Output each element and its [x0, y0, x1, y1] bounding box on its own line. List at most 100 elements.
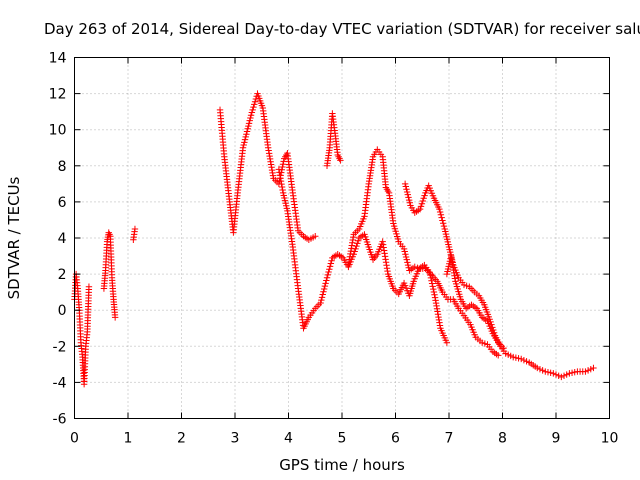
data-point — [337, 157, 344, 164]
y-tick-label: -2 — [53, 339, 67, 355]
data-point — [328, 257, 335, 264]
x-tick-label: 8 — [498, 431, 507, 447]
data-point — [241, 136, 249, 143]
data-point — [420, 195, 427, 202]
data-point — [402, 183, 409, 190]
data-point — [404, 191, 412, 198]
data-point — [312, 232, 319, 240]
data-point — [251, 98, 259, 105]
data-point — [436, 208, 444, 216]
data-point — [320, 285, 328, 293]
data-point — [510, 353, 517, 361]
y-tick-label: 10 — [49, 123, 67, 139]
data-point — [276, 172, 284, 179]
data-point — [587, 365, 594, 373]
x-tick-label: 5 — [338, 431, 347, 447]
data-point — [518, 355, 525, 363]
data-point — [405, 196, 413, 204]
data-point — [279, 160, 287, 168]
data-point — [318, 296, 325, 304]
data-point — [402, 251, 409, 258]
data-point — [279, 186, 286, 194]
data-point — [590, 364, 597, 372]
data-point — [276, 169, 283, 176]
data-point — [247, 112, 255, 119]
data-point — [321, 282, 329, 290]
data-point — [275, 166, 283, 173]
data-point — [421, 192, 428, 199]
x-tick-label: 7 — [445, 431, 454, 447]
x-tick-label: 10 — [601, 431, 619, 447]
data-point — [85, 283, 93, 290]
y-tick-label: 2 — [58, 267, 67, 283]
data-point — [279, 163, 286, 171]
data-point — [555, 372, 562, 379]
data-point — [404, 261, 412, 269]
data-point — [277, 177, 285, 185]
data-point — [512, 354, 520, 361]
data-point — [405, 194, 412, 201]
data-point — [566, 370, 573, 377]
data-point — [584, 367, 592, 374]
x-tick-label: 0 — [70, 431, 79, 447]
data-point — [403, 186, 410, 193]
data-point — [241, 139, 248, 146]
data-point — [563, 371, 570, 378]
data-point — [277, 175, 284, 182]
data-point — [439, 220, 447, 227]
data-point — [428, 280, 436, 287]
data-point — [318, 294, 326, 301]
data-point — [560, 372, 568, 379]
data-point — [355, 237, 362, 244]
data-point — [239, 144, 247, 151]
data-point — [324, 271, 331, 279]
data-point — [542, 368, 549, 375]
data-point — [411, 263, 418, 271]
data-point — [247, 114, 254, 122]
data-point — [240, 141, 247, 149]
data-point — [568, 369, 576, 376]
data-point — [436, 205, 443, 213]
data-point — [278, 183, 286, 191]
data-point — [402, 253, 410, 261]
data-point — [250, 103, 257, 111]
y-tick-label: 4 — [58, 231, 67, 247]
data-point — [440, 222, 448, 230]
data-point — [478, 339, 486, 346]
data-point — [245, 122, 252, 130]
data-point — [401, 180, 409, 188]
data-point — [244, 125, 251, 132]
data-point — [320, 288, 327, 295]
data-point — [515, 355, 522, 362]
data-point — [317, 299, 324, 307]
x-tick-label: 2 — [177, 431, 186, 447]
data-point — [323, 274, 331, 281]
data-point — [242, 133, 249, 141]
data-point — [439, 217, 446, 224]
data-point — [550, 370, 557, 377]
data-point — [534, 364, 541, 372]
data-point — [547, 369, 554, 376]
data-point — [523, 358, 530, 365]
data-point — [481, 340, 489, 347]
data-point — [403, 256, 410, 263]
chart-title: Day 263 of 2014, Sidereal Day-to-day VTE… — [44, 20, 640, 38]
data-point — [460, 281, 468, 289]
x-tick-label: 6 — [391, 431, 400, 447]
data-point — [249, 106, 256, 114]
data-point — [325, 268, 332, 276]
data-point — [243, 131, 250, 138]
data-point — [131, 225, 139, 233]
data-point — [353, 242, 360, 250]
data-point — [401, 248, 408, 255]
data-point — [251, 101, 258, 108]
data-point — [500, 344, 507, 352]
grid — [74, 57, 610, 419]
x-tick-label: 4 — [284, 431, 293, 447]
data-point — [443, 339, 451, 346]
data-point — [463, 282, 470, 290]
data-point — [418, 200, 426, 207]
x-axis-label: GPS time / hours — [279, 456, 405, 474]
data-point — [403, 188, 411, 196]
